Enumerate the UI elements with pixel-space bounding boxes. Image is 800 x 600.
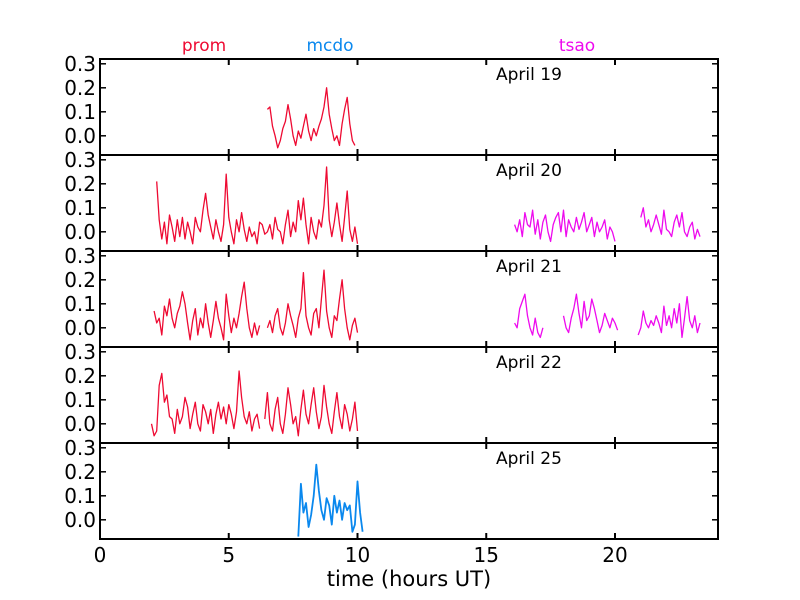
panel-date-label: April 25 <box>496 449 562 469</box>
y-tick-label: 0.2 <box>64 364 96 388</box>
y-tick-label: 0.3 <box>64 244 96 268</box>
y-tick-label: 0.2 <box>64 460 96 484</box>
y-tick-label: 0.3 <box>64 340 96 364</box>
site-labels: prom mcdo tsao <box>182 36 595 56</box>
panel-date-label: April 19 <box>496 65 562 85</box>
series-line-prom-1 <box>264 384 359 437</box>
series-line-prom-0 <box>266 87 356 149</box>
y-tick-label: 0.2 <box>64 76 96 100</box>
series-line-tsao-2 <box>514 293 544 339</box>
y-tick-label: 0.2 <box>64 268 96 292</box>
y-tick-label: 0.0 <box>64 508 96 532</box>
panel-date-label: April 22 <box>496 353 562 373</box>
y-tick-label: 0.1 <box>64 388 96 412</box>
panel-date-label: April 20 <box>496 161 562 181</box>
series-line-prom-0 <box>156 166 359 245</box>
series-line-prom-0 <box>150 370 261 437</box>
x-tick-label: 5 <box>222 543 235 567</box>
x-axis: 0 5 10 15 20 <box>94 543 628 567</box>
panel-april-22: 0.00.10.20.3 April 22 <box>64 340 719 444</box>
series-line-mcdo-0 <box>297 463 364 537</box>
y-tick-label: 0.0 <box>64 220 96 244</box>
y-tick-label: 0.1 <box>64 484 96 508</box>
y-tick-label: 0.2 <box>64 172 96 196</box>
x-tick-label: 15 <box>474 543 499 567</box>
x-tick-label: 20 <box>602 543 627 567</box>
y-tick-label: 0.3 <box>64 436 96 460</box>
y-tick-label: 0.1 <box>64 196 96 220</box>
panel-frame <box>99 442 719 540</box>
site-label-prom: prom <box>182 36 226 56</box>
y-tick-label: 0.0 <box>64 124 96 148</box>
panel-april-19: 0.00.10.20.3 April 19 <box>64 52 719 156</box>
series-line-tsao-2 <box>640 207 701 240</box>
x-tick-label: 0 <box>94 543 107 567</box>
y-tick-label: 0.0 <box>64 316 96 340</box>
y-tick-label: 0.1 <box>64 100 96 124</box>
panels: 0.00.10.20.3 April 190.00.10.20.3 April 20… <box>64 52 719 540</box>
series-line-prom-1 <box>266 269 359 341</box>
y-tick-label: 0.3 <box>64 52 96 76</box>
y-tick-label: 0.3 <box>64 148 96 172</box>
series-line-tsao-3 <box>562 293 619 334</box>
panel-date-label: April 21 <box>496 257 562 277</box>
series-line-prom-0 <box>153 281 261 341</box>
y-tick-label: 0.1 <box>64 292 96 316</box>
site-label-mcdo: mcdo <box>306 36 353 56</box>
panel-april-25: 0.00.10.20.3 April 25 <box>64 436 719 540</box>
series-line-tsao-4 <box>637 295 701 339</box>
site-label-tsao: tsao <box>559 36 595 56</box>
y-tick-label: 0.0 <box>64 412 96 436</box>
panel-april-20: 0.00.10.20.3 April 20 <box>64 148 719 252</box>
series-line-tsao-1 <box>513 209 616 243</box>
x-axis-label: time (hours UT) <box>327 567 491 591</box>
x-tick-label: 10 <box>345 543 370 567</box>
